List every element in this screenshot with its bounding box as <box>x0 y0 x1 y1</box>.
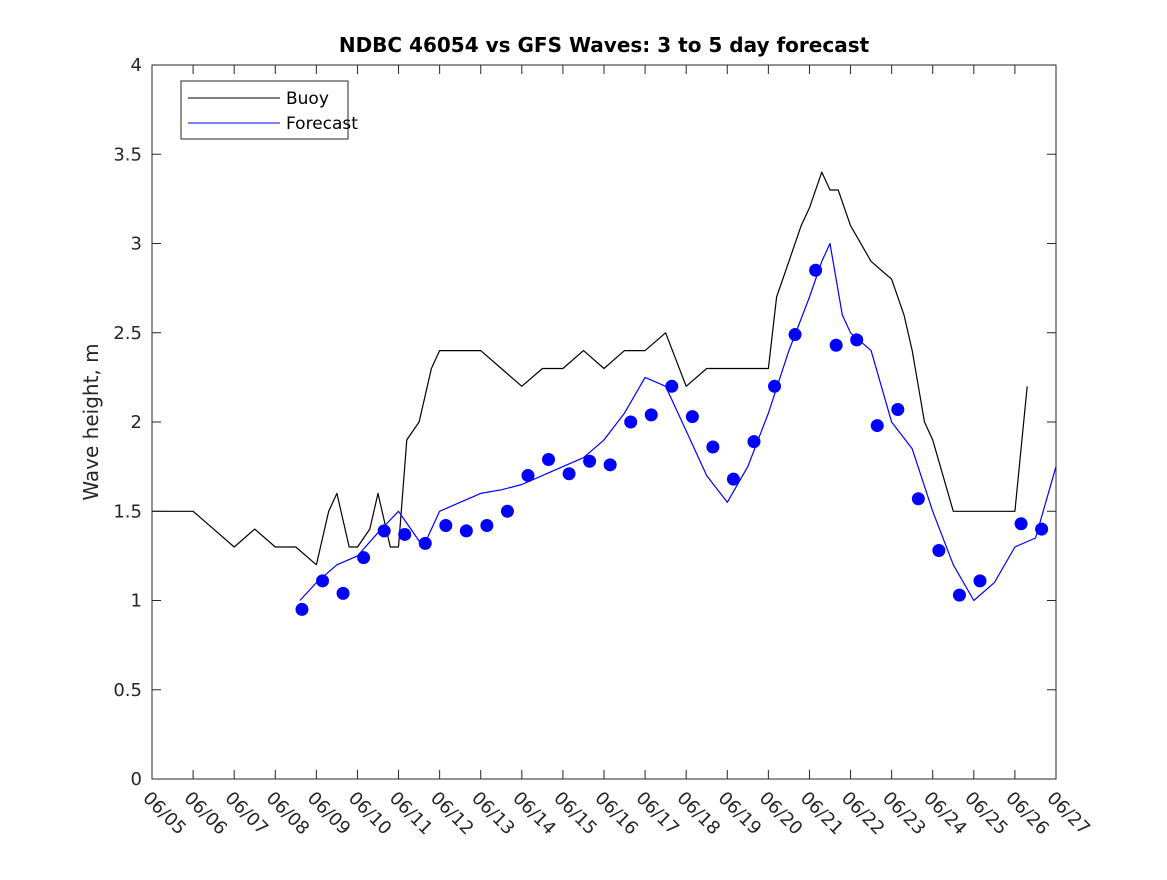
legend-box <box>180 80 349 140</box>
x-tick-label: 06/17 <box>632 788 684 840</box>
forecast-marker <box>1014 517 1028 531</box>
forecast-marker <box>562 467 576 481</box>
y-tick-label: 1 <box>131 591 142 612</box>
forecast-marker <box>952 588 966 602</box>
forecast-marker <box>768 379 782 393</box>
forecast-marker <box>336 586 350 600</box>
x-tick-label: 06/25 <box>960 788 1012 840</box>
forecast-marker <box>829 338 843 352</box>
y-tick-label: 3.5 <box>113 144 142 165</box>
forecast-marker <box>665 379 679 393</box>
forecast-marker <box>357 551 371 565</box>
x-tick-label: 06/14 <box>508 788 560 840</box>
x-tick-label: 06/12 <box>426 788 478 840</box>
forecast-marker <box>932 544 946 558</box>
legend-buoy-label: Buoy <box>286 89 329 109</box>
forecast-marker <box>911 492 925 506</box>
forecast-marker <box>726 472 740 486</box>
x-tick-label: 06/15 <box>549 788 601 840</box>
x-tick-label: 06/05 <box>138 788 190 840</box>
x-tick-label: 06/10 <box>344 788 396 840</box>
forecast-marker <box>480 519 494 533</box>
y-tick-label: 0.5 <box>113 680 142 701</box>
y-tick-label: 3 <box>131 234 142 255</box>
forecast-marker <box>295 602 309 616</box>
y-tick-label: 1.5 <box>113 501 142 522</box>
plot-frame <box>151 64 1057 780</box>
x-tick-label: 06/11 <box>385 788 437 840</box>
forecast-marker <box>850 333 864 347</box>
forecast-marker <box>870 419 884 433</box>
forecast-marker <box>459 524 473 538</box>
forecast-series-line <box>299 242 1057 602</box>
forecast-marker <box>439 519 453 533</box>
y-tick-label: 0 <box>131 769 142 790</box>
y-tick-label: 4 <box>131 55 142 76</box>
forecast-marker <box>788 328 802 342</box>
forecast-marker <box>542 452 556 466</box>
forecast-marker <box>706 440 720 454</box>
forecast-marker <box>809 263 823 277</box>
buoy-series-line <box>152 171 1028 566</box>
forecast-marker <box>685 410 699 424</box>
x-tick-label: 06/07 <box>221 788 273 840</box>
axis-ticks: 00.511.522.533.5406/0506/0606/0706/0806/… <box>113 55 1094 839</box>
chart-title: NDBC 46054 vs GFS Waves: 3 to 5 day fore… <box>339 33 870 57</box>
forecast-marker <box>891 403 905 417</box>
y-tick-label: 2.5 <box>113 323 142 344</box>
x-tick-label: 06/13 <box>467 788 519 840</box>
forecast-marker <box>1035 522 1049 536</box>
x-tick-label: 06/18 <box>673 788 725 840</box>
x-tick-label: 06/26 <box>1001 788 1053 840</box>
x-tick-label: 06/19 <box>714 788 766 840</box>
legend: Buoy Forecast <box>180 80 358 140</box>
x-tick-label: 06/06 <box>180 788 232 840</box>
forecast-marker <box>644 408 658 422</box>
forecast-marker <box>973 574 987 588</box>
x-tick-label: 06/27 <box>1042 788 1094 840</box>
forecast-marker <box>603 458 617 472</box>
legend-forecast-label: Forecast <box>286 114 358 134</box>
x-tick-label: 06/24 <box>919 788 971 840</box>
forecast-marker <box>398 527 412 541</box>
forecast-marker <box>747 435 761 449</box>
forecast-marker <box>316 574 330 588</box>
forecast-marker <box>521 469 535 483</box>
x-tick-label: 06/09 <box>303 788 355 840</box>
forecast-marker <box>583 454 597 468</box>
plot-marks <box>152 171 1057 616</box>
x-tick-label: 06/20 <box>755 788 807 840</box>
forecast-marker <box>418 536 432 550</box>
x-tick-label: 06/23 <box>878 788 930 840</box>
x-tick-label: 06/08 <box>262 788 314 840</box>
y-tick-label: 2 <box>131 412 142 433</box>
forecast-marker <box>624 415 638 429</box>
y-axis-label: Wave height, m <box>79 343 103 500</box>
forecast-marker <box>377 524 391 538</box>
x-tick-label: 06/21 <box>796 788 848 840</box>
forecast-marker <box>500 504 514 518</box>
x-tick-label: 06/22 <box>837 788 889 840</box>
x-tick-label: 06/16 <box>590 788 642 840</box>
